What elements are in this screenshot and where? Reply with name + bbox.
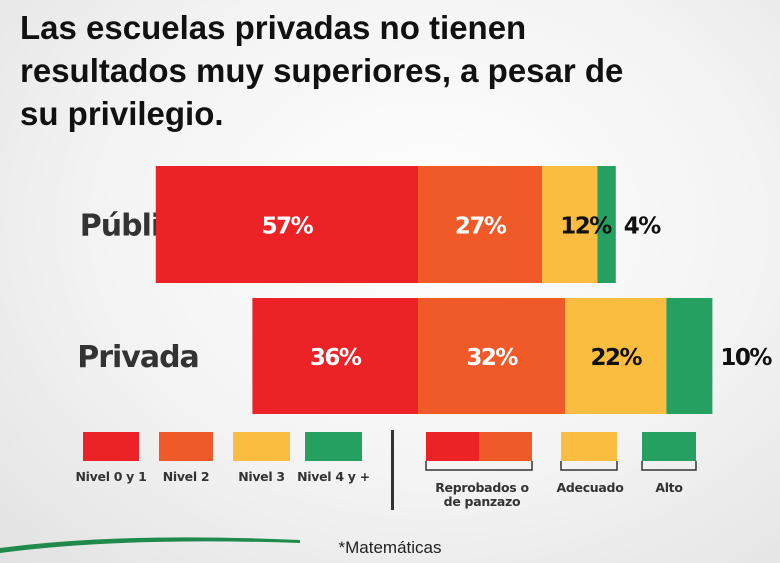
legend-group-swatch bbox=[479, 432, 532, 461]
legend-bracket bbox=[641, 461, 697, 471]
legend-swatch bbox=[83, 432, 139, 461]
legend-group-label: Reprobados o bbox=[435, 480, 529, 495]
bar-segment bbox=[666, 298, 713, 414]
title-line-1: Las escuelas privadas no tienen bbox=[20, 9, 527, 46]
bar-segment bbox=[597, 166, 616, 283]
value-label: 22% bbox=[591, 345, 643, 371]
legend-separator bbox=[391, 430, 394, 510]
legend-group-label: de panzazo bbox=[444, 494, 521, 509]
value-label: 12% bbox=[560, 214, 612, 240]
value-label: 32% bbox=[466, 345, 518, 371]
legend-group-swatch bbox=[426, 432, 479, 461]
value-label: 4% bbox=[624, 214, 662, 240]
category-label: Privada bbox=[77, 340, 199, 375]
value-label: 36% bbox=[310, 345, 362, 371]
title-line-3: su privilegio. bbox=[20, 95, 224, 132]
title-line-2: resultados muy superiores, a pesar de bbox=[20, 52, 624, 89]
legend-group-label: Alto bbox=[655, 480, 683, 495]
legend-group-swatch bbox=[561, 432, 617, 461]
legend-label: Nivel 3 bbox=[238, 469, 285, 484]
legend-label: Nivel 4 y + bbox=[297, 469, 370, 484]
legend-label: Nivel 2 bbox=[163, 469, 210, 484]
bar-segment bbox=[418, 166, 543, 283]
bar-segment bbox=[252, 298, 418, 414]
bar-segment bbox=[565, 298, 667, 414]
bar-segment bbox=[155, 166, 419, 283]
value-label: 57% bbox=[262, 214, 314, 240]
bar-segment bbox=[418, 298, 566, 414]
legend-swatch bbox=[159, 432, 213, 461]
legend-swatch bbox=[305, 432, 362, 461]
legend-swatch bbox=[233, 432, 290, 461]
legend-label: Nivel 0 y 1 bbox=[76, 469, 147, 484]
value-label: 27% bbox=[455, 214, 507, 240]
value-label: 10% bbox=[720, 345, 772, 371]
legend-bracket bbox=[560, 461, 618, 471]
bar-segment bbox=[542, 166, 598, 283]
decorative-swoosh bbox=[0, 537, 300, 553]
legend-bracket bbox=[425, 461, 533, 471]
chart-title: Las escuelas privadas no tienen resultad… bbox=[20, 6, 760, 135]
legend-group-swatch bbox=[642, 432, 696, 461]
footnote: *Matemáticas bbox=[338, 538, 442, 557]
legend-group-label: Adecuado bbox=[557, 480, 625, 495]
